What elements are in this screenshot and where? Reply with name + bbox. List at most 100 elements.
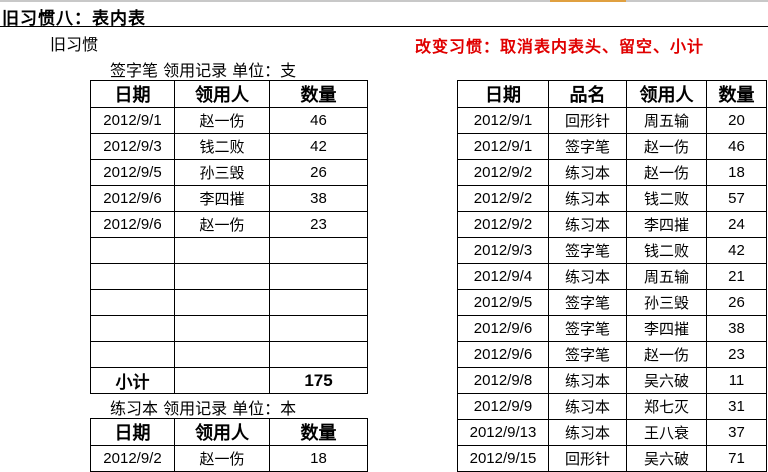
table-header-row: 日期 领用人 数量 bbox=[90, 80, 368, 108]
table-row: 2012/9/3 签字笔 钱二败 42 bbox=[457, 237, 767, 264]
cell-quantity: 46 bbox=[269, 107, 368, 134]
cell-quantity: 24 bbox=[706, 211, 767, 238]
page-title: 旧习惯八：表内表 bbox=[2, 9, 146, 29]
cell-date bbox=[90, 237, 175, 264]
cell-item: 签字笔 bbox=[548, 133, 627, 160]
subtotal-empty bbox=[174, 367, 270, 394]
cell-date: 2012/9/9 bbox=[457, 393, 549, 420]
cell-recipient bbox=[174, 263, 270, 290]
header-recipient: 领用人 bbox=[174, 80, 270, 108]
cell-date: 2012/9/1 bbox=[457, 107, 549, 134]
cell-recipient bbox=[174, 237, 270, 264]
table-row: 2012/9/1 赵一伤 46 bbox=[90, 107, 368, 134]
cell-date: 2012/9/3 bbox=[90, 133, 175, 160]
header-quantity: 数量 bbox=[706, 80, 767, 108]
cell-recipient: 周五输 bbox=[626, 263, 707, 290]
cell-quantity: 71 bbox=[706, 445, 767, 472]
cell-date bbox=[90, 263, 175, 290]
cell-quantity bbox=[269, 289, 368, 316]
cell-quantity: 31 bbox=[706, 393, 767, 420]
table-row: 2012/9/6 签字笔 赵一伤 23 bbox=[457, 341, 767, 368]
cell-quantity: 11 bbox=[706, 367, 767, 394]
cell-item: 回形针 bbox=[548, 107, 627, 134]
cell-date: 2012/9/2 bbox=[457, 159, 549, 186]
selection-indicator bbox=[550, 0, 626, 2]
table-row: 2012/9/2 练习本 李四摧 24 bbox=[457, 211, 767, 238]
header-recipient: 领用人 bbox=[174, 418, 270, 446]
cell-recipient bbox=[174, 315, 270, 342]
header-item: 品名 bbox=[548, 80, 627, 108]
cell-date: 2012/9/6 bbox=[457, 341, 549, 368]
cell-recipient bbox=[174, 289, 270, 316]
cell-date: 2012/9/6 bbox=[90, 211, 175, 238]
table-row: 2012/9/5 孙三毁 26 bbox=[90, 159, 368, 186]
cell-recipient: 赵一伤 bbox=[174, 445, 270, 472]
cell-recipient: 赵一伤 bbox=[626, 159, 707, 186]
cell-recipient: 赵一伤 bbox=[626, 133, 707, 160]
new-habit-label: 改变习惯：取消表内表头、留空、小计 bbox=[415, 37, 705, 56]
cell-recipient: 吴六破 bbox=[626, 367, 707, 394]
cell-quantity: 42 bbox=[269, 133, 368, 160]
header-recipient: 领用人 bbox=[626, 80, 707, 108]
header-quantity: 数量 bbox=[269, 418, 368, 446]
cell-quantity: 23 bbox=[269, 211, 368, 238]
table-row: 2012/9/2 练习本 钱二败 57 bbox=[457, 185, 767, 212]
table-row bbox=[90, 237, 368, 264]
cell-date: 2012/9/1 bbox=[90, 107, 175, 134]
cell-recipient: 李四摧 bbox=[174, 185, 270, 212]
table-row: 2012/9/3 钱二败 42 bbox=[90, 133, 368, 160]
cell-date: 2012/9/5 bbox=[457, 289, 549, 316]
cell-date: 2012/9/6 bbox=[457, 315, 549, 342]
cell-recipient: 钱二败 bbox=[626, 237, 707, 264]
table-row bbox=[90, 263, 368, 290]
table-row: 2012/9/6 李四摧 38 bbox=[90, 185, 368, 212]
cell-recipient: 赵一伤 bbox=[626, 341, 707, 368]
cell-quantity: 20 bbox=[706, 107, 767, 134]
cell-quantity: 26 bbox=[269, 159, 368, 186]
cell-quantity: 18 bbox=[269, 445, 368, 472]
header-quantity: 数量 bbox=[269, 80, 368, 108]
cell-quantity: 42 bbox=[706, 237, 767, 264]
table1-caption: 签字笔 领用记录 单位：支 bbox=[110, 61, 297, 80]
top-border bbox=[0, 0, 768, 2]
cell-recipient: 李四摧 bbox=[626, 315, 707, 342]
table-row: 2012/9/1 签字笔 赵一伤 46 bbox=[457, 133, 767, 160]
cell-item: 练习本 bbox=[548, 211, 627, 238]
cell-date: 2012/9/6 bbox=[90, 185, 175, 212]
table-row: 2012/9/6 签字笔 李四摧 38 bbox=[457, 315, 767, 342]
cell-date: 2012/9/2 bbox=[457, 185, 549, 212]
cell-quantity: 18 bbox=[706, 159, 767, 186]
cell-date: 2012/9/2 bbox=[90, 445, 175, 472]
cell-item: 练习本 bbox=[548, 159, 627, 186]
notebook-record-table: 日期 领用人 数量 2012/9/2 赵一伤 18 bbox=[90, 418, 368, 472]
table-row: 2012/9/5 签字笔 孙三毁 26 bbox=[457, 289, 767, 316]
subtotal-value: 175 bbox=[269, 367, 368, 394]
cell-recipient: 吴六破 bbox=[626, 445, 707, 472]
table-row: 2012/9/4 练习本 周五输 21 bbox=[457, 263, 767, 290]
combined-record-table: 日期 品名 领用人 数量 2012/9/1 回形针 周五输 20 2012/9/1 签字笔 赵一伤… bbox=[457, 80, 767, 472]
cell-date: 2012/9/8 bbox=[457, 367, 549, 394]
cell-quantity bbox=[269, 341, 368, 368]
old-habit-label: 旧习惯 bbox=[50, 35, 99, 54]
cell-date: 2012/9/1 bbox=[457, 133, 549, 160]
cell-quantity bbox=[269, 315, 368, 342]
table-row bbox=[90, 289, 368, 316]
cell-recipient: 郑七灭 bbox=[626, 393, 707, 420]
table-row bbox=[90, 315, 368, 342]
cell-recipient: 孙三毁 bbox=[626, 289, 707, 316]
pen-record-table: 日期 领用人 数量 2012/9/1 赵一伤 46 2012/9/3 钱二败 42 2012/9… bbox=[90, 80, 368, 394]
table-row: 2012/9/9 练习本 郑七灭 31 bbox=[457, 393, 767, 420]
cell-date: 2012/9/2 bbox=[457, 211, 549, 238]
header-date: 日期 bbox=[90, 418, 175, 446]
title-divider bbox=[0, 26, 768, 27]
cell-item: 签字笔 bbox=[548, 315, 627, 342]
cell-item: 练习本 bbox=[548, 263, 627, 290]
cell-quantity: 23 bbox=[706, 341, 767, 368]
cell-quantity: 37 bbox=[706, 419, 767, 446]
cell-quantity bbox=[269, 237, 368, 264]
cell-quantity bbox=[269, 263, 368, 290]
cell-date bbox=[90, 289, 175, 316]
cell-quantity: 57 bbox=[706, 185, 767, 212]
cell-date: 2012/9/13 bbox=[457, 419, 549, 446]
cell-item: 练习本 bbox=[548, 367, 627, 394]
